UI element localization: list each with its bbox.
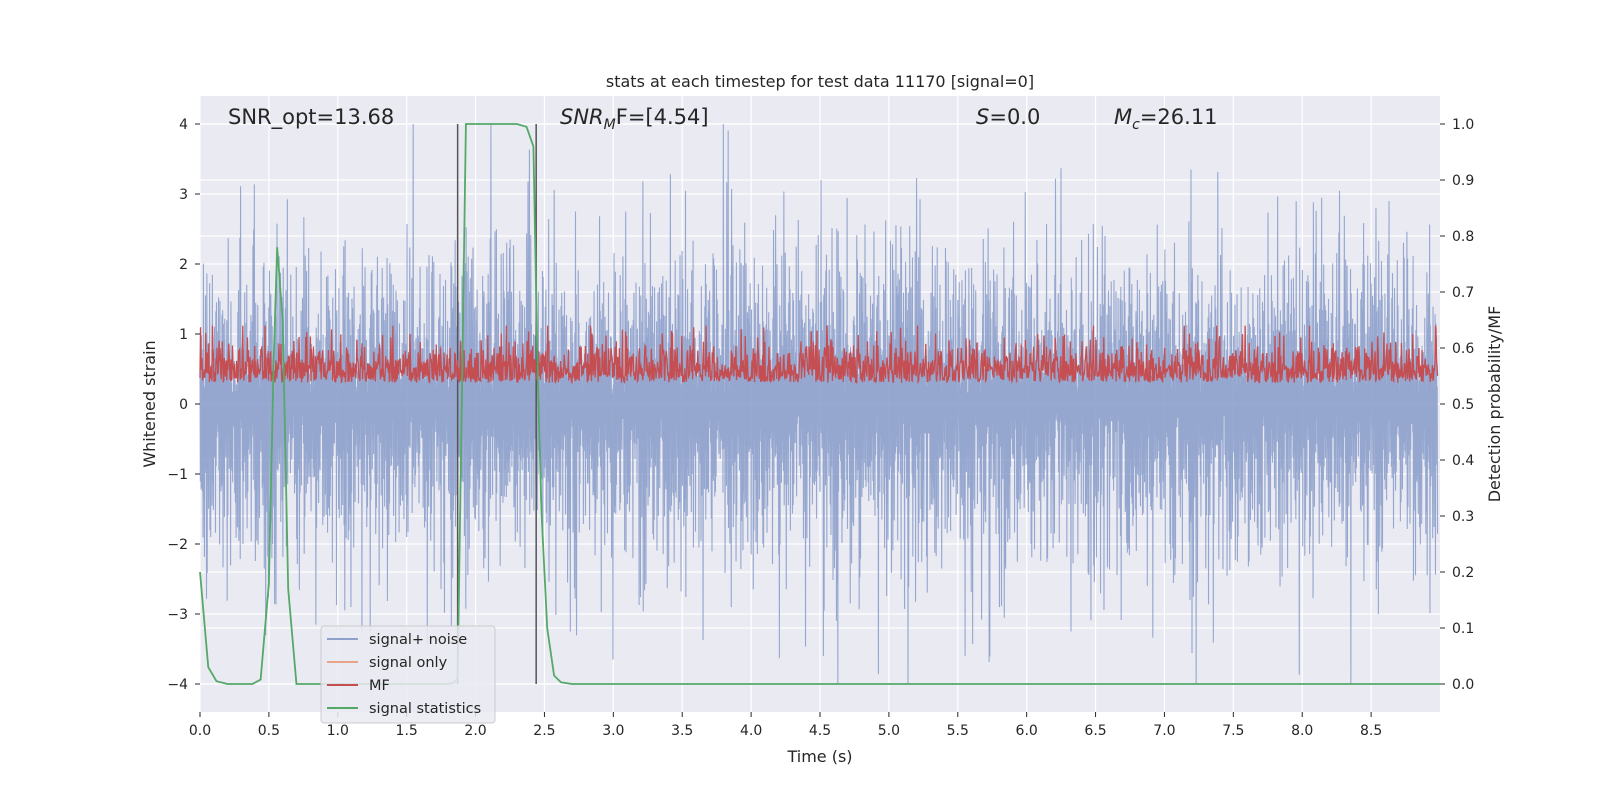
signal-statistics-line [199,123,1440,685]
annotation-snr-opt: SNR_opt=13.68 [228,105,394,130]
y-tick-label-4: 0 [179,397,188,413]
annotation-snr-mf: SNRMF=[4.54] [560,105,709,133]
y2-axis-label: Detection probability/MF [1485,306,1504,503]
y-tick-label-0: −4 [167,677,188,693]
legend-box [320,625,496,724]
y2-tick-label-6: 0.6 [1452,341,1474,357]
y2-tick-label-3: 0.3 [1452,509,1474,525]
x-tick-label-13: 6.5 [1084,723,1106,739]
y2-tick-label-10: 1.0 [1452,117,1474,133]
x-tick-label-5: 2.5 [533,723,555,739]
x-tick-label-17: 8.5 [1360,723,1382,739]
annotation-s-main: S [976,105,989,129]
y2-tick-label-8: 0.8 [1452,229,1474,245]
x-tick-label-1: 0.5 [258,723,280,739]
y-tick-label-7: 3 [179,187,188,203]
x-axis-label: Time (s) [786,747,852,766]
legend-label-mf: MF [369,678,390,694]
y2-tick-label-5: 0.5 [1452,397,1474,413]
mf-series [199,325,1439,385]
x-tick-label-11: 5.5 [947,723,969,739]
x-tick-label-7: 3.5 [671,723,693,739]
noise-series [199,123,1439,685]
annotation-s-rest: =0.0 [989,105,1040,129]
annotation-mc-sub: c [1132,117,1140,133]
x-tick-label-8: 4.0 [740,723,762,739]
y-axis-ticks: −4 −3 −2 −1 0 1 2 3 4 [167,117,200,693]
annotation-mc-rest: =26.11 [1140,105,1218,129]
x-axis-ticks: 0.0 0.5 1.0 1.5 2.0 2.5 3.0 3.5 4.0 4.5 5.0 5.5 6.0 6… [189,712,1382,739]
y2-tick-label-1: 0.1 [1452,621,1474,637]
y-tick-label-1: −3 [167,607,188,623]
annotation-snr-mf-sub: M [604,117,616,133]
y2-tick-label-0: 0.0 [1452,677,1474,693]
annotation-snr-mf-main: SNR [560,105,604,129]
x-tick-label-3: 1.5 [396,723,418,739]
x-tick-label-10: 5.0 [878,723,900,739]
legend-label-signal-noise: signal+ noise [369,632,467,648]
y-tick-label-2: −2 [167,537,188,553]
x-tick-label-16: 8.0 [1291,723,1313,739]
y2-tick-label-4: 0.4 [1452,453,1474,469]
x-tick-label-14: 7.0 [1153,723,1175,739]
y2-tick-label-7: 0.7 [1452,285,1474,301]
y-axis-label: Whitened strain [140,340,159,467]
signal-statistics-series [199,123,1440,685]
y-tick-label-3: −1 [167,467,188,483]
x-tick-label-9: 4.5 [809,723,831,739]
chart-title: stats at each timestep for test data 111… [606,72,1034,91]
legend-label-signal-statistics: signal statistics [369,701,481,717]
x-tick-label-0: 0.0 [189,723,211,739]
vertical-markers [456,124,537,684]
annotation-mc: Mc=26.11 [1114,105,1218,133]
legend-label-signal-only: signal only [369,655,448,671]
x-tick-label-12: 6.0 [1016,723,1038,739]
annotation-mc-main: M [1114,105,1132,129]
y-tick-label-5: 1 [179,327,188,343]
legend: signal+ noise signal only MF signal stat… [320,625,496,724]
y2-tick-label-9: 0.9 [1452,173,1474,189]
annotation-s: S=0.0 [976,105,1040,129]
signal-noise-line [199,123,1439,685]
mf-line [199,325,1439,385]
y2-tick-label-2: 0.2 [1452,565,1474,581]
y-tick-label-8: 4 [179,117,188,133]
y-tick-label-6: 2 [179,257,188,273]
y2-axis-ticks: 0.0 0.1 0.2 0.3 0.4 0.5 0.6 0.7 0.8 0.9 1.0 [1440,117,1474,693]
x-tick-label-6: 3.0 [602,723,624,739]
x-tick-label-4: 2.0 [464,723,486,739]
annotation-snr-mf-rest: F=[4.54] [616,105,709,129]
x-tick-label-2: 1.0 [327,723,349,739]
x-tick-label-15: 7.5 [1222,723,1244,739]
